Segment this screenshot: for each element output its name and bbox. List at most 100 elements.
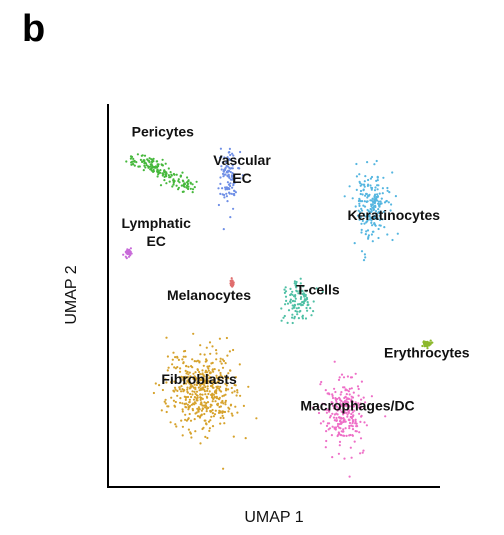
point bbox=[234, 376, 237, 379]
point bbox=[225, 384, 228, 387]
point bbox=[340, 404, 343, 407]
point bbox=[149, 163, 152, 166]
point bbox=[165, 410, 168, 414]
point bbox=[187, 428, 190, 431]
point bbox=[319, 383, 322, 386]
point bbox=[206, 387, 209, 390]
point bbox=[187, 373, 190, 376]
point bbox=[170, 173, 173, 176]
point bbox=[189, 392, 192, 396]
point bbox=[227, 388, 230, 391]
point bbox=[369, 177, 372, 180]
point bbox=[229, 404, 232, 407]
point bbox=[370, 205, 373, 208]
point bbox=[350, 387, 353, 390]
point bbox=[204, 385, 207, 389]
point bbox=[304, 295, 307, 298]
point bbox=[394, 195, 397, 198]
point bbox=[345, 411, 348, 414]
point bbox=[224, 166, 227, 169]
point bbox=[351, 434, 354, 437]
point bbox=[379, 200, 382, 203]
point bbox=[185, 365, 188, 368]
point bbox=[322, 420, 325, 423]
point bbox=[390, 203, 393, 206]
point bbox=[348, 409, 351, 412]
point bbox=[196, 368, 199, 372]
point bbox=[367, 236, 370, 239]
point bbox=[374, 216, 377, 219]
point bbox=[301, 317, 304, 320]
point bbox=[426, 340, 429, 343]
point bbox=[194, 402, 197, 405]
point bbox=[377, 202, 380, 205]
point bbox=[222, 175, 225, 178]
point bbox=[192, 402, 195, 405]
point bbox=[156, 175, 159, 178]
point bbox=[219, 385, 222, 388]
point bbox=[187, 405, 190, 408]
point bbox=[306, 301, 309, 304]
point bbox=[377, 208, 380, 211]
cluster-t-cells bbox=[280, 277, 324, 325]
point bbox=[291, 304, 294, 307]
point bbox=[174, 400, 177, 404]
point bbox=[285, 299, 288, 302]
point bbox=[164, 378, 167, 381]
point bbox=[231, 172, 234, 175]
point bbox=[142, 159, 145, 162]
point bbox=[373, 163, 376, 166]
point bbox=[199, 384, 202, 387]
point bbox=[323, 403, 326, 406]
point bbox=[365, 424, 368, 427]
point bbox=[174, 356, 177, 359]
point bbox=[325, 411, 328, 414]
point bbox=[369, 199, 372, 202]
point bbox=[200, 409, 203, 412]
point bbox=[284, 303, 287, 306]
point bbox=[147, 159, 150, 162]
point bbox=[302, 285, 305, 288]
point bbox=[366, 208, 369, 212]
cluster-label-erythrocytes: Erythrocytes bbox=[384, 344, 470, 360]
point bbox=[333, 427, 336, 430]
point bbox=[222, 416, 225, 420]
point bbox=[215, 352, 218, 355]
point bbox=[370, 216, 373, 220]
point bbox=[177, 186, 180, 189]
cluster-label-fibroblasts: Fibroblasts bbox=[161, 371, 237, 387]
point bbox=[359, 402, 362, 405]
point bbox=[235, 394, 238, 397]
point bbox=[370, 233, 373, 236]
point bbox=[230, 167, 233, 170]
point bbox=[298, 290, 301, 293]
point bbox=[351, 411, 354, 414]
point bbox=[191, 393, 194, 396]
point bbox=[190, 395, 193, 399]
point bbox=[128, 251, 131, 254]
point bbox=[367, 234, 370, 237]
cluster-label-melanocytes: Melanocytes bbox=[167, 287, 251, 303]
point bbox=[219, 374, 222, 377]
point bbox=[231, 186, 234, 189]
point bbox=[425, 343, 428, 346]
point bbox=[186, 182, 190, 186]
cluster-label-macrophages-dc: Macrophages/DC bbox=[300, 398, 414, 414]
point bbox=[330, 401, 333, 404]
point bbox=[340, 399, 343, 403]
cluster-keratinocytes bbox=[343, 159, 399, 262]
point bbox=[215, 374, 218, 377]
point bbox=[236, 389, 239, 392]
point bbox=[152, 168, 155, 171]
point bbox=[350, 405, 353, 408]
point bbox=[162, 173, 165, 176]
point bbox=[374, 186, 377, 189]
point bbox=[175, 425, 178, 428]
point bbox=[238, 363, 241, 366]
point bbox=[298, 310, 301, 313]
point bbox=[214, 400, 217, 403]
point bbox=[340, 422, 343, 425]
point bbox=[358, 412, 361, 415]
point bbox=[204, 404, 207, 407]
point bbox=[198, 389, 201, 392]
